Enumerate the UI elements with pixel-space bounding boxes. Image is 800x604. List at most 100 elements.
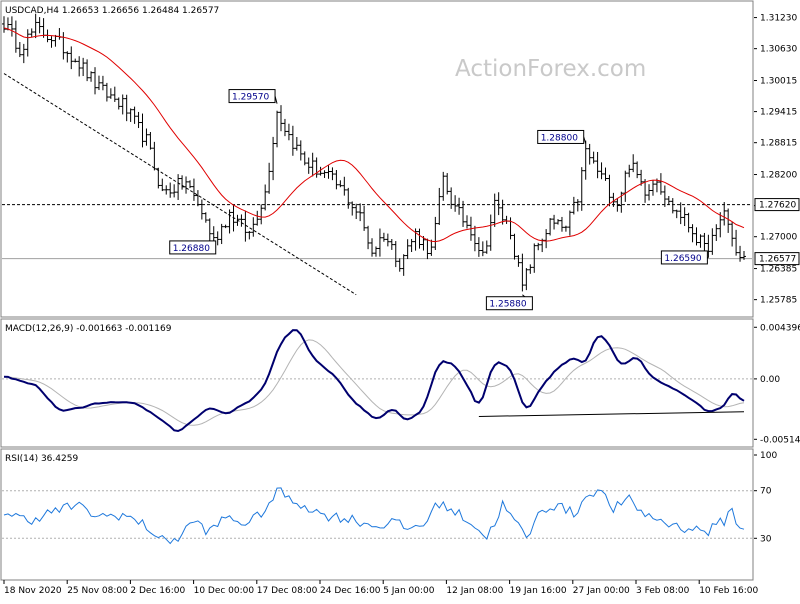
- price-bar: [512, 233, 517, 260]
- price-bar: [132, 106, 137, 124]
- price-bar: [488, 214, 493, 251]
- price-bar: [156, 167, 161, 189]
- price-bar: [702, 232, 707, 252]
- price-bar: [583, 140, 588, 180]
- annotation-box: [537, 129, 585, 144]
- price-bar: [409, 238, 414, 253]
- y-tick-label: 1.27000: [760, 233, 797, 243]
- price-bar: [464, 215, 469, 229]
- price-header: USDCAD,H4 1.26653 1.26656 1.26484 1.2657…: [5, 6, 219, 16]
- price-bar: [373, 246, 378, 257]
- date-tick-label: 27 Jan 00:00: [573, 586, 630, 596]
- price-bar: [429, 239, 434, 256]
- price-bar: [726, 208, 731, 233]
- price-bar: [112, 86, 117, 102]
- price-bar: [666, 195, 671, 205]
- price-bar: [397, 258, 402, 272]
- price-bar: [694, 227, 699, 246]
- price-bar: [290, 125, 295, 156]
- y-tick-label: 1.25785: [760, 296, 797, 306]
- price-bar: [587, 143, 592, 165]
- price-bar: [310, 152, 315, 177]
- price-bar: [536, 242, 541, 251]
- macd-y-axis: 0.004396 0.00 -0.005144: [754, 323, 800, 445]
- price-bar: [417, 228, 422, 249]
- price-panel-frame: [0, 0, 754, 318]
- price-bar: [524, 268, 529, 291]
- price-bar: [366, 225, 371, 250]
- date-tick-label: 5 Jan 00:00: [383, 586, 435, 596]
- price-bar: [516, 255, 521, 267]
- level-tag-dashed: 1.27620: [759, 201, 796, 211]
- rsi-plot: [2, 487, 752, 545]
- price-bar: [575, 199, 580, 212]
- level-tag-close-box: [754, 252, 800, 266]
- price-bar: [548, 218, 553, 236]
- price-bar: [433, 216, 438, 251]
- date-tick-label: 3 Feb 08:00: [636, 586, 690, 596]
- price-bar: [563, 225, 568, 232]
- rsi-y-axis: 100 70 30: [754, 451, 777, 544]
- price-bar: [275, 110, 280, 148]
- price-bar: [231, 205, 236, 232]
- price-bar: [674, 209, 679, 219]
- price-bar: [29, 28, 34, 38]
- price-bar: [441, 171, 446, 201]
- price-y-axis: 1.31230 1.30630 1.30015 1.29415 1.28815 1.282…: [754, 14, 800, 306]
- price-bar: [393, 241, 398, 268]
- y-tick-label: 0.004396: [760, 323, 800, 333]
- price-bar: [298, 140, 303, 161]
- price-bar: [389, 238, 394, 250]
- price-bar: [330, 167, 335, 181]
- date-tick-label: 17 Dec 08:00: [257, 586, 318, 596]
- price-bar: [591, 151, 596, 164]
- price-bar: [718, 212, 723, 238]
- price-bar: [453, 195, 458, 212]
- price-bar: [595, 151, 600, 179]
- price-bar: [247, 230, 252, 240]
- price-bar: [658, 173, 663, 195]
- level-tag-close: 1.26577: [759, 255, 796, 265]
- price-bar: [77, 56, 82, 77]
- price-bar: [607, 174, 612, 207]
- date-tick-label: 10 Feb 16:00: [699, 586, 758, 596]
- price-bar: [195, 190, 200, 207]
- price-bar: [690, 224, 695, 243]
- price-bar: [108, 88, 113, 99]
- price-bar: [445, 173, 450, 195]
- price-bar: [172, 184, 177, 198]
- price-bar: [96, 75, 101, 91]
- date-tick-label: 18 Nov 2020: [4, 586, 62, 596]
- price-bar: [223, 224, 228, 229]
- macd-support-line: [478, 411, 745, 417]
- price-bar: [571, 196, 576, 215]
- price-bar: [9, 16, 14, 37]
- price-bar: [358, 203, 363, 222]
- price-bar: [85, 59, 90, 82]
- annotation-label: 1.26590: [664, 254, 701, 264]
- price-bar: [160, 178, 165, 192]
- price-bar: [279, 105, 284, 132]
- price-bar: [686, 212, 691, 233]
- date-axis: 18 Nov 2020 25 Nov 08:00 2 Dec 16:00 10 Dec…: [3, 580, 759, 596]
- macd-panel-frame: [0, 318, 754, 448]
- price-bar: [140, 113, 145, 148]
- price-bar: [405, 239, 410, 260]
- price-bar: [239, 214, 244, 227]
- price-bar: [243, 210, 248, 242]
- price-bar: [706, 234, 711, 258]
- price-bar: [152, 141, 157, 171]
- price-bar: [742, 250, 746, 260]
- price-bar: [552, 214, 557, 230]
- price-bar: [647, 184, 652, 201]
- price-bar: [33, 13, 38, 39]
- price-bar: [639, 169, 644, 186]
- price-bar: [650, 180, 655, 196]
- price-bar: [318, 166, 323, 176]
- price-bar: [286, 123, 291, 141]
- price-bar: [215, 231, 220, 246]
- price-bar: [476, 237, 481, 257]
- y-tick-label: 0.00: [760, 375, 780, 385]
